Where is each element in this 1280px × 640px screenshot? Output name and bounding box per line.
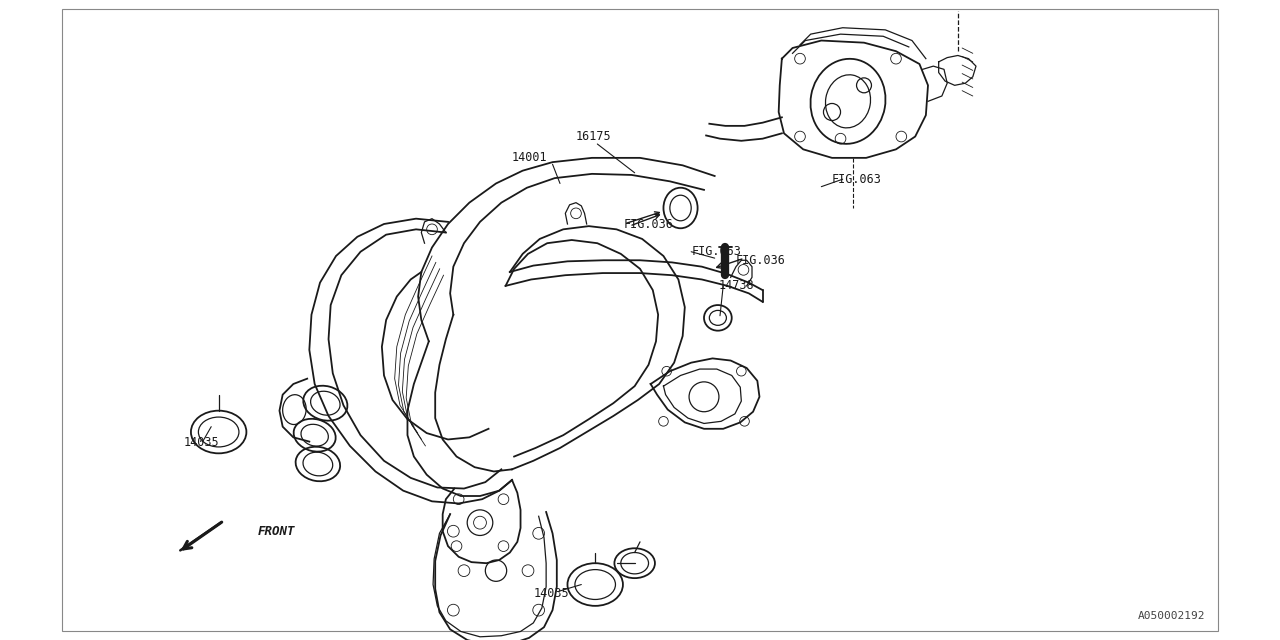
Text: 14035: 14035 bbox=[534, 587, 568, 600]
Text: FIG.063: FIG.063 bbox=[832, 173, 882, 186]
Text: FIG.036: FIG.036 bbox=[625, 218, 673, 230]
Text: FRONT: FRONT bbox=[259, 525, 296, 538]
Text: 14001: 14001 bbox=[512, 152, 548, 164]
Text: 14738: 14738 bbox=[719, 280, 754, 292]
Text: 14035: 14035 bbox=[183, 436, 219, 449]
Text: A050002192: A050002192 bbox=[1138, 611, 1206, 621]
Text: 16175: 16175 bbox=[576, 130, 612, 143]
Text: FIG.036: FIG.036 bbox=[736, 254, 786, 267]
Text: FIG.063: FIG.063 bbox=[691, 245, 741, 258]
